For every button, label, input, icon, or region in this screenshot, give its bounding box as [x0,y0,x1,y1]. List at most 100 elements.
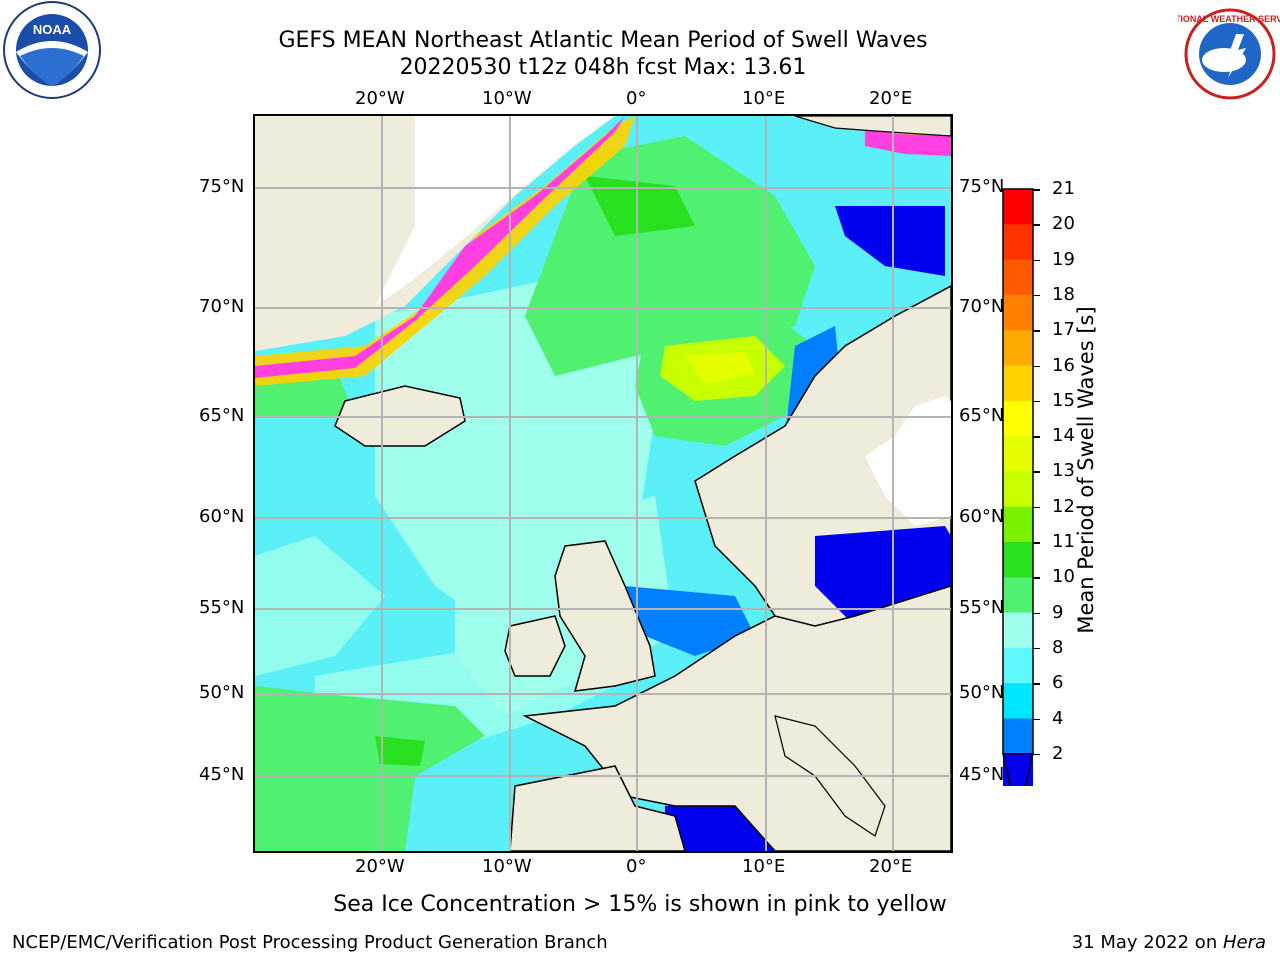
colorbar-band-8 [1003,471,1033,508]
lat-label-left-60n: 60°N [199,506,245,527]
lon-label-top-10e: 10°E [742,88,786,109]
lat-label-right-55n: 55°N [959,597,1005,618]
swell-green-core [585,176,695,236]
colorbar-tick-mark [1033,294,1040,297]
baltic-sea [815,526,951,626]
lon-label-bottom-0: 0° [626,856,647,877]
lat-label-left-45n: 45°N [199,764,245,785]
colorbar-band-7 [1003,436,1033,472]
swell-blue-north-sea [625,586,755,656]
lat-label-left-50n: 50°N [199,682,245,703]
colorbar-tick-label: 16 [1052,354,1075,376]
colorbar-tick-label: 20 [1052,213,1075,235]
lon-label-bottom-20w: 20°W [355,856,405,877]
colorbar-tick-label: 2 [1052,742,1064,764]
lon-label-bottom-10e: 10°E [742,856,786,877]
colorbar-tick-label: 8 [1052,636,1064,658]
nws-logo: NATIONAL WEATHER SERVICE [1163,8,1280,100]
colorbar-tick-label: 17 [1052,319,1075,341]
colorbar-band-15 [1003,718,1033,755]
colorbar-tick-label: 10 [1052,566,1075,588]
colorbar-ticks: 21 20 19 18 17 16 15 14 13 12 11 10 9 8 6 4 2 [1033,179,1080,766]
noaa-logo-text: NOAA [33,22,72,37]
colorbar-band-5 [1003,365,1033,402]
colorbar-band-4 [1003,330,1033,366]
colorbar-tick-mark [1033,259,1040,262]
lat-label-left-75n: 75°N [199,176,245,197]
land-iberia [509,765,686,851]
colorbar-tick-mark [1033,753,1040,756]
colorbar-band-1 [1003,224,1033,261]
colorbar-svg [1002,188,1034,818]
swell-blue-barents [835,206,945,276]
colorbar-tick-label: 18 [1052,283,1075,305]
noaa-logo: NOAA [0,0,104,104]
colorbar-tick-mark [1033,436,1040,438]
colorbar-tick-mark [1033,224,1040,226]
colorbar-tick-mark [1033,612,1040,615]
colorbar-tick-mark [1033,506,1040,509]
colorbar-tick-mark [1033,577,1040,579]
lat-label-right-70n: 70°N [959,296,1005,317]
lat-label-right-50n: 50°N [959,682,1005,703]
footer-date: 31 May 2022 on [1071,932,1223,953]
greenland-ice-cap [375,116,615,306]
colorbar-band-12 [1003,612,1033,649]
lon-label-bottom-20e: 20°E [869,856,913,877]
sea-ice-caption: Sea Ice Concentration > 15% is shown in … [333,892,947,917]
colorbar-tick-mark [1033,471,1040,473]
colorbar-tick-mark [1033,189,1040,191]
colorbar-tick-label: 15 [1052,389,1075,411]
footer-host: Hera [1222,932,1266,953]
colorbar-tick-label: 12 [1052,495,1075,517]
colorbar-label: Mean Period of Swell Waves [s] [1074,306,1098,634]
colorbar-band-11 [1003,577,1033,614]
colorbar-tick-label: 19 [1052,248,1075,270]
swell-green-southwest [255,686,485,851]
swell-band-8-9-west [255,536,385,676]
lon-label-bottom-10w: 10°W [482,856,532,877]
nws-logo-text: NATIONAL WEATHER SERVICE [1178,14,1280,24]
land-svalbard [794,116,951,137]
colorbar [1000,186,1040,818]
graticule [255,116,951,851]
map-canvas [255,116,951,851]
lat-label-left-70n: 70°N [199,296,245,317]
page-subtitle: 20220530 t12z 048h fcst Max: 13.61 [399,55,807,80]
lat-label-right-65n: 65°N [959,405,1005,426]
swell-green-patch [375,736,425,766]
lat-label-right-45n: 45°N [959,764,1005,785]
colorbar-tick-mark [1033,365,1040,367]
footer-right: 31 May 2022 on Hera [1072,932,1266,954]
colorbar-tick-label: 14 [1052,425,1075,447]
colorbar-tick-mark [1033,718,1040,720]
colorbar-band-0 [1003,189,1033,225]
lat-label-right-75n: 75°N [959,176,1005,197]
colorbar-tick-label: 4 [1052,707,1064,729]
colorbar-extend-triangle [1002,753,1034,818]
colorbar-tick-label: 13 [1052,460,1075,482]
lat-label-right-60n: 60°N [959,506,1005,527]
colorbar-tick-label: 6 [1052,672,1064,694]
lon-label-top-20e: 20°E [869,88,913,109]
colorbar-band-10 [1003,542,1033,578]
footer-left: NCEP/EMC/Verification Post Processing Pr… [12,932,608,953]
colorbar-tick-mark [1033,400,1040,403]
lon-label-top-20w: 20°W [355,88,405,109]
swell-max-core [685,352,755,384]
colorbar-tick-mark [1033,330,1040,332]
land-ireland [504,615,566,677]
lon-label-top-0: 0° [626,88,647,109]
colorbar-band-3 [1003,294,1033,331]
lat-label-left-65n: 65°N [199,405,245,426]
colorbar-tick-mark [1033,683,1040,685]
colorbar-tick-mark [1033,647,1040,650]
colorbar-tick-label: 11 [1052,531,1075,552]
colorbar-tick-mark [1033,542,1040,544]
land-great-britain [554,540,656,692]
colorbar-tick-label: 9 [1052,601,1064,623]
lat-label-left-55n: 55°N [199,597,245,618]
map-plot-area [253,114,953,853]
colorbar-band-14 [1003,683,1033,719]
colorbar-band-2 [1003,259,1033,296]
